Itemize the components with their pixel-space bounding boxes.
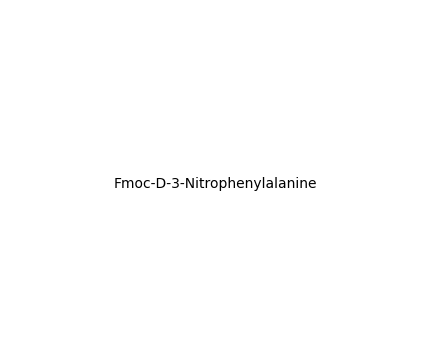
Text: Fmoc-D-3-Nitrophenylalanine: Fmoc-D-3-Nitrophenylalanine	[114, 177, 317, 191]
